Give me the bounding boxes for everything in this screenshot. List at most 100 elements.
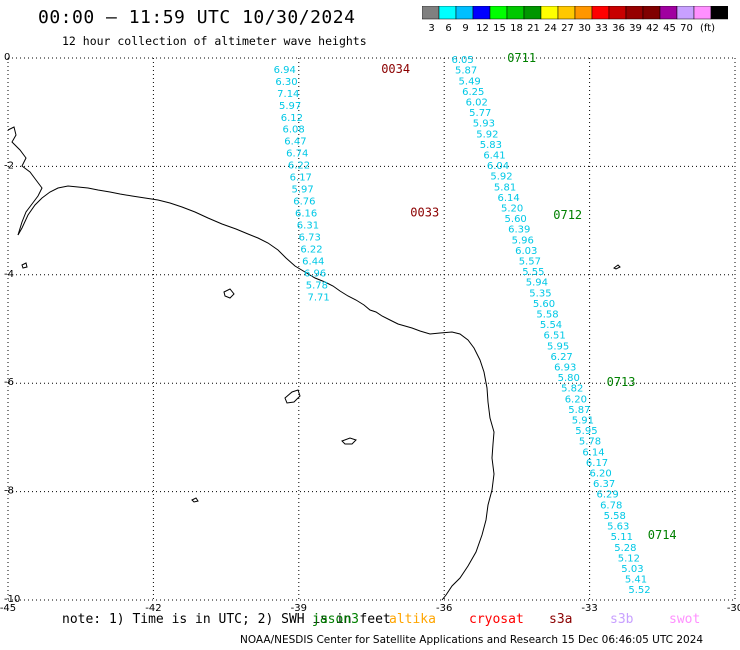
legend-tick-label: 15 [493,23,506,34]
wave-height-value: 6.14 [582,447,604,458]
wave-height-value: 5.54 [540,320,562,331]
wave-height-value: 6.20 [565,394,587,405]
wave-height-value: 6.44 [302,257,324,268]
wave-height-value: 5.97 [291,185,313,196]
y-tick-label: -4 [4,269,14,280]
wave-height-value: 5.35 [529,288,551,299]
legend-swatch [710,6,728,20]
wave-height-value: 5.58 [604,511,626,522]
island-path-5 [613,264,621,270]
island-path-1 [223,288,235,299]
legend-tick-label: 24 [544,23,557,34]
wave-height-value: 6.14 [497,193,519,204]
wave-height-value: 5.57 [519,257,541,268]
wave-height-value: 5.78 [579,437,601,448]
wave-height-value: 5.77 [469,108,491,119]
island-path-4 [191,497,199,503]
wave-height-value: 5.94 [526,278,548,289]
island-path-6 [21,262,28,269]
legend-tick-label: 18 [510,23,523,34]
wave-height-value: 5.20 [501,204,523,215]
y-tick-label: -10 [4,594,20,605]
wave-height-value: 6.22 [300,245,322,256]
x-tick-label: -30 [727,603,740,614]
satellite-key-s3b: s3b [610,612,634,627]
legend-tick-label: 27 [561,23,574,34]
wave-height-value: 5.11 [611,532,633,543]
wave-height-value: 6.39 [508,225,530,236]
color-scale-legend: 3 6 9 12 15 18 21 24 27 30 33 36 39 42 45 70 (ft) [422,6,728,34]
x-tick-label: -39 [291,603,307,614]
wave-height-value: 5.03 [621,564,643,575]
wave-height-value: 5.12 [618,553,640,564]
wave-height-value: 6.31 [297,221,319,232]
altimeter-tracks: 6.946.307.145.976.126.086.476.746.226.17… [274,55,651,596]
y-tick-label: 0 [4,52,10,63]
wave-height-value: 6.17 [290,173,312,184]
coastline [7,126,621,601]
legend-tick-label: 3 [428,23,434,34]
legend-tick-label: 30 [578,23,591,34]
wave-height-value: 6.02 [466,97,488,108]
wave-height-value: 6.20 [589,469,611,480]
x-tick-label: -45 [0,603,16,614]
wave-height-value: 5.80 [558,373,580,384]
pass-time-labels: 0034 0033 0711 0712 0713 0714 [381,51,676,542]
wave-height-value: 6.30 [275,77,297,88]
wave-height-value: 5.55 [522,267,544,278]
wave-height-value: 6.73 [299,233,321,244]
wave-height-value: 5.60 [533,299,555,310]
island-path-3 [341,437,357,445]
legend-tick-label: 70 [680,23,693,34]
x-tick-label: -36 [436,603,452,614]
wave-height-value: 5.95 [575,426,597,437]
wave-height-value: 6.04 [487,161,509,172]
wave-height-value: 7.71 [308,292,330,303]
wave-height-value: 5.87 [568,405,590,416]
units-note: note: 1) Time is in UTC; 2) SWH is in fe… [62,612,391,627]
wave-height-value: 6.41 [483,150,505,161]
wave-height-value: 5.91 [572,416,594,427]
wave-height-value: 5.58 [536,310,558,321]
wave-height-value: 6.51 [543,331,565,342]
pass-time-label: 0711 [507,51,536,65]
footer-credit: NOAA/NESDIS Center for Satellite Applica… [240,634,704,646]
island-path-2 [284,389,301,404]
wave-height-value: 6.93 [554,363,576,374]
wave-height-value: 6.16 [295,209,317,220]
legend-tick-label: 33 [595,23,608,34]
wave-height-value: 6.94 [274,65,296,76]
wave-height-value: 6.05 [451,55,473,66]
wave-height-value: 6.08 [283,125,305,136]
wave-height-value: 5.92 [476,129,498,140]
wave-height-value: 5.97 [279,101,301,112]
wave-height-value: 6.17 [586,458,608,469]
legend-tick-label: 12 [476,23,489,34]
wave-height-value: 6.78 [600,500,622,511]
wave-height-value: 5.63 [607,522,629,533]
pass-time-label: 0033 [410,205,439,219]
pass-time-label: 0714 [648,528,677,542]
y-tick-label: -8 [4,486,14,497]
lat-lon-grid: -45 -42 -39 -36 -33 -30 0 -2 -4 -6 -8 -10 [0,52,740,614]
wave-height-value: 6.03 [515,246,537,257]
y-tick-label: -6 [4,377,14,388]
wave-height-value: 5.82 [561,384,583,395]
wave-height-value: 6.12 [281,113,303,124]
map-subtitle: 12 hour collection of altimeter wave hei… [62,34,367,48]
x-tick-label: -42 [145,603,161,614]
wave-height-value: 5.87 [455,66,477,77]
wave-height-value: 6.74 [286,149,308,160]
wave-height-value: 6.27 [551,352,573,363]
legend-tick-label: 42 [646,23,659,34]
wave-height-value: 5.83 [480,140,502,151]
wave-height-value: 5.60 [505,214,527,225]
wave-height-value: 7.14 [277,89,299,100]
legend-tick-label: 6 [445,23,451,34]
wave-height-value: 5.95 [547,341,569,352]
legend-unit-label: (ft) [700,23,715,34]
x-tick-label: -33 [581,603,597,614]
satellite-key-s3a: s3a [549,612,573,627]
wave-height-value: 5.96 [512,235,534,246]
